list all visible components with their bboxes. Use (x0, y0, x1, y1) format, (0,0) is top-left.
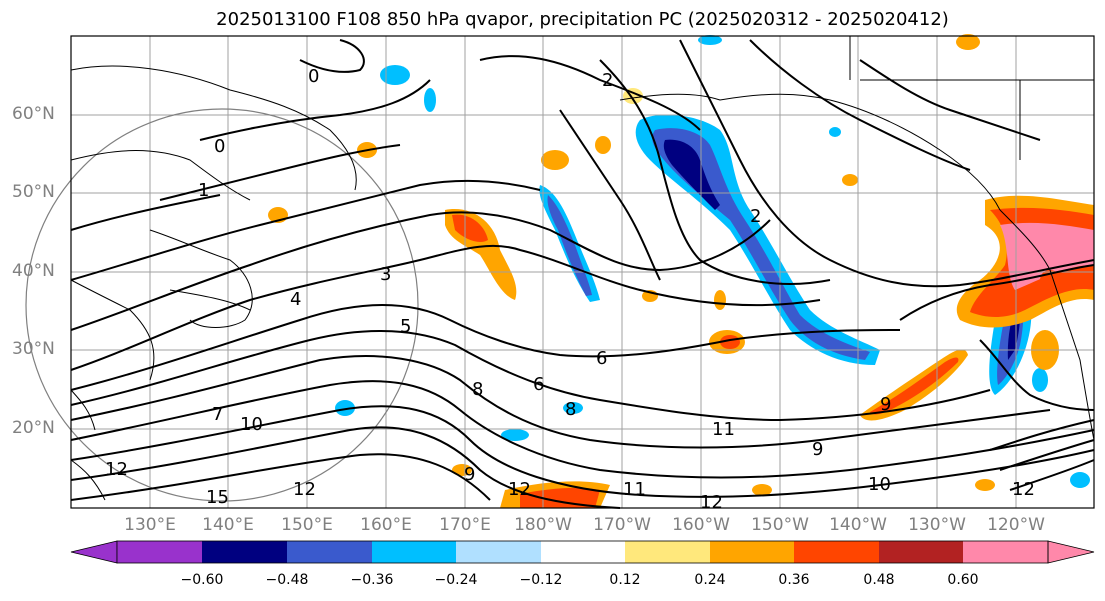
contour-label-8: 8 (472, 379, 483, 400)
colorbar-tick-label: −0.24 (434, 572, 478, 588)
contour-label-4: 4 (290, 289, 301, 310)
contour-label-6b: 6 (596, 348, 607, 369)
lon-label-140e: 140°E (202, 515, 254, 535)
lon-label-120w: 120°W (987, 515, 1045, 535)
colorbar-tick-label: 0.60 (947, 572, 979, 588)
colorbar (70, 540, 1095, 564)
contour-label-6: 6 (533, 374, 544, 395)
colorbar-tick-label: −0.36 (350, 572, 394, 588)
range-ring (25, 108, 419, 502)
lon-label-170w: 170°W (593, 515, 651, 535)
contour-label-15: 15 (206, 487, 229, 508)
lon-label-150e: 150°E (281, 515, 333, 535)
contour-labels: 0 0 1 2 2 3 4 5 6 6 7 8 8 9 9 9 10 10 11… (105, 66, 1035, 513)
lat-label-60n: 60°N (12, 104, 55, 124)
lon-label-160e: 160°E (360, 515, 412, 535)
contour-label-0: 0 (308, 66, 319, 87)
contour-label-11: 11 (712, 419, 735, 440)
contour-label-9: 9 (812, 439, 823, 460)
contour-label-12: 12 (105, 459, 128, 480)
colorbar-low-extend (70, 540, 118, 564)
contour-label-8b: 8 (565, 399, 576, 420)
contour-label-5: 5 (400, 316, 411, 337)
contour-label-12c: 12 (508, 479, 531, 500)
map-frame (70, 35, 1095, 509)
lat-label-20n: 20°N (12, 418, 55, 438)
lat-lon-grid (71, 36, 1094, 508)
qvapor-contours (70, 39, 1095, 509)
contour-label-7: 7 (212, 404, 223, 425)
lon-label-170e: 170°E (439, 515, 491, 535)
contour-label-1: 1 (198, 180, 209, 201)
contour-label-12e: 12 (1012, 479, 1035, 500)
colorbar-tick-label: −0.48 (265, 572, 309, 588)
lon-label-130e: 130°E (124, 515, 176, 535)
colorbar-high-extend (1047, 540, 1095, 564)
contour-label-12d: 12 (700, 492, 723, 513)
precip-positive-anomalies (268, 34, 1094, 508)
lat-label-30n: 30°N (12, 339, 55, 359)
contour-label-2b: 2 (750, 206, 761, 227)
colorbar-tick-label: 0.36 (778, 572, 810, 588)
colorbar-tick-label: 0.12 (609, 572, 641, 588)
lon-label-160w: 160°W (672, 515, 730, 535)
lon-label-180w: 180°W (514, 515, 572, 535)
lat-label-40n: 40°N (12, 261, 55, 281)
contour-label-9c: 9 (880, 394, 891, 415)
contour-label-9b: 9 (464, 464, 475, 485)
colorbar-tick-label: 0.48 (863, 572, 895, 588)
map-title: 2025013100 F108 850 hPa qvapor, precipit… (216, 9, 949, 30)
colorbar-tick-label: −0.12 (519, 572, 563, 588)
contour-label-10: 10 (240, 414, 263, 435)
contour-label-10b: 10 (868, 474, 891, 495)
lon-label-150w: 150°W (751, 515, 809, 535)
contour-label-11b: 11 (623, 479, 646, 500)
contour-label-0b: 0 (214, 136, 225, 157)
contour-label-2: 2 (602, 70, 613, 91)
lon-label-130w: 130°W (908, 515, 966, 535)
lat-label-50n: 50°N (12, 182, 55, 202)
contour-label-12b: 12 (293, 479, 316, 500)
colorbar-tick-label: 0.24 (694, 572, 726, 588)
coastlines (70, 36, 1095, 501)
lon-label-140w: 140°W (829, 515, 887, 535)
contour-label-3: 3 (380, 264, 391, 285)
precip-negative-anomalies (335, 35, 1090, 488)
colorbar-tick-label: −0.60 (180, 572, 224, 588)
